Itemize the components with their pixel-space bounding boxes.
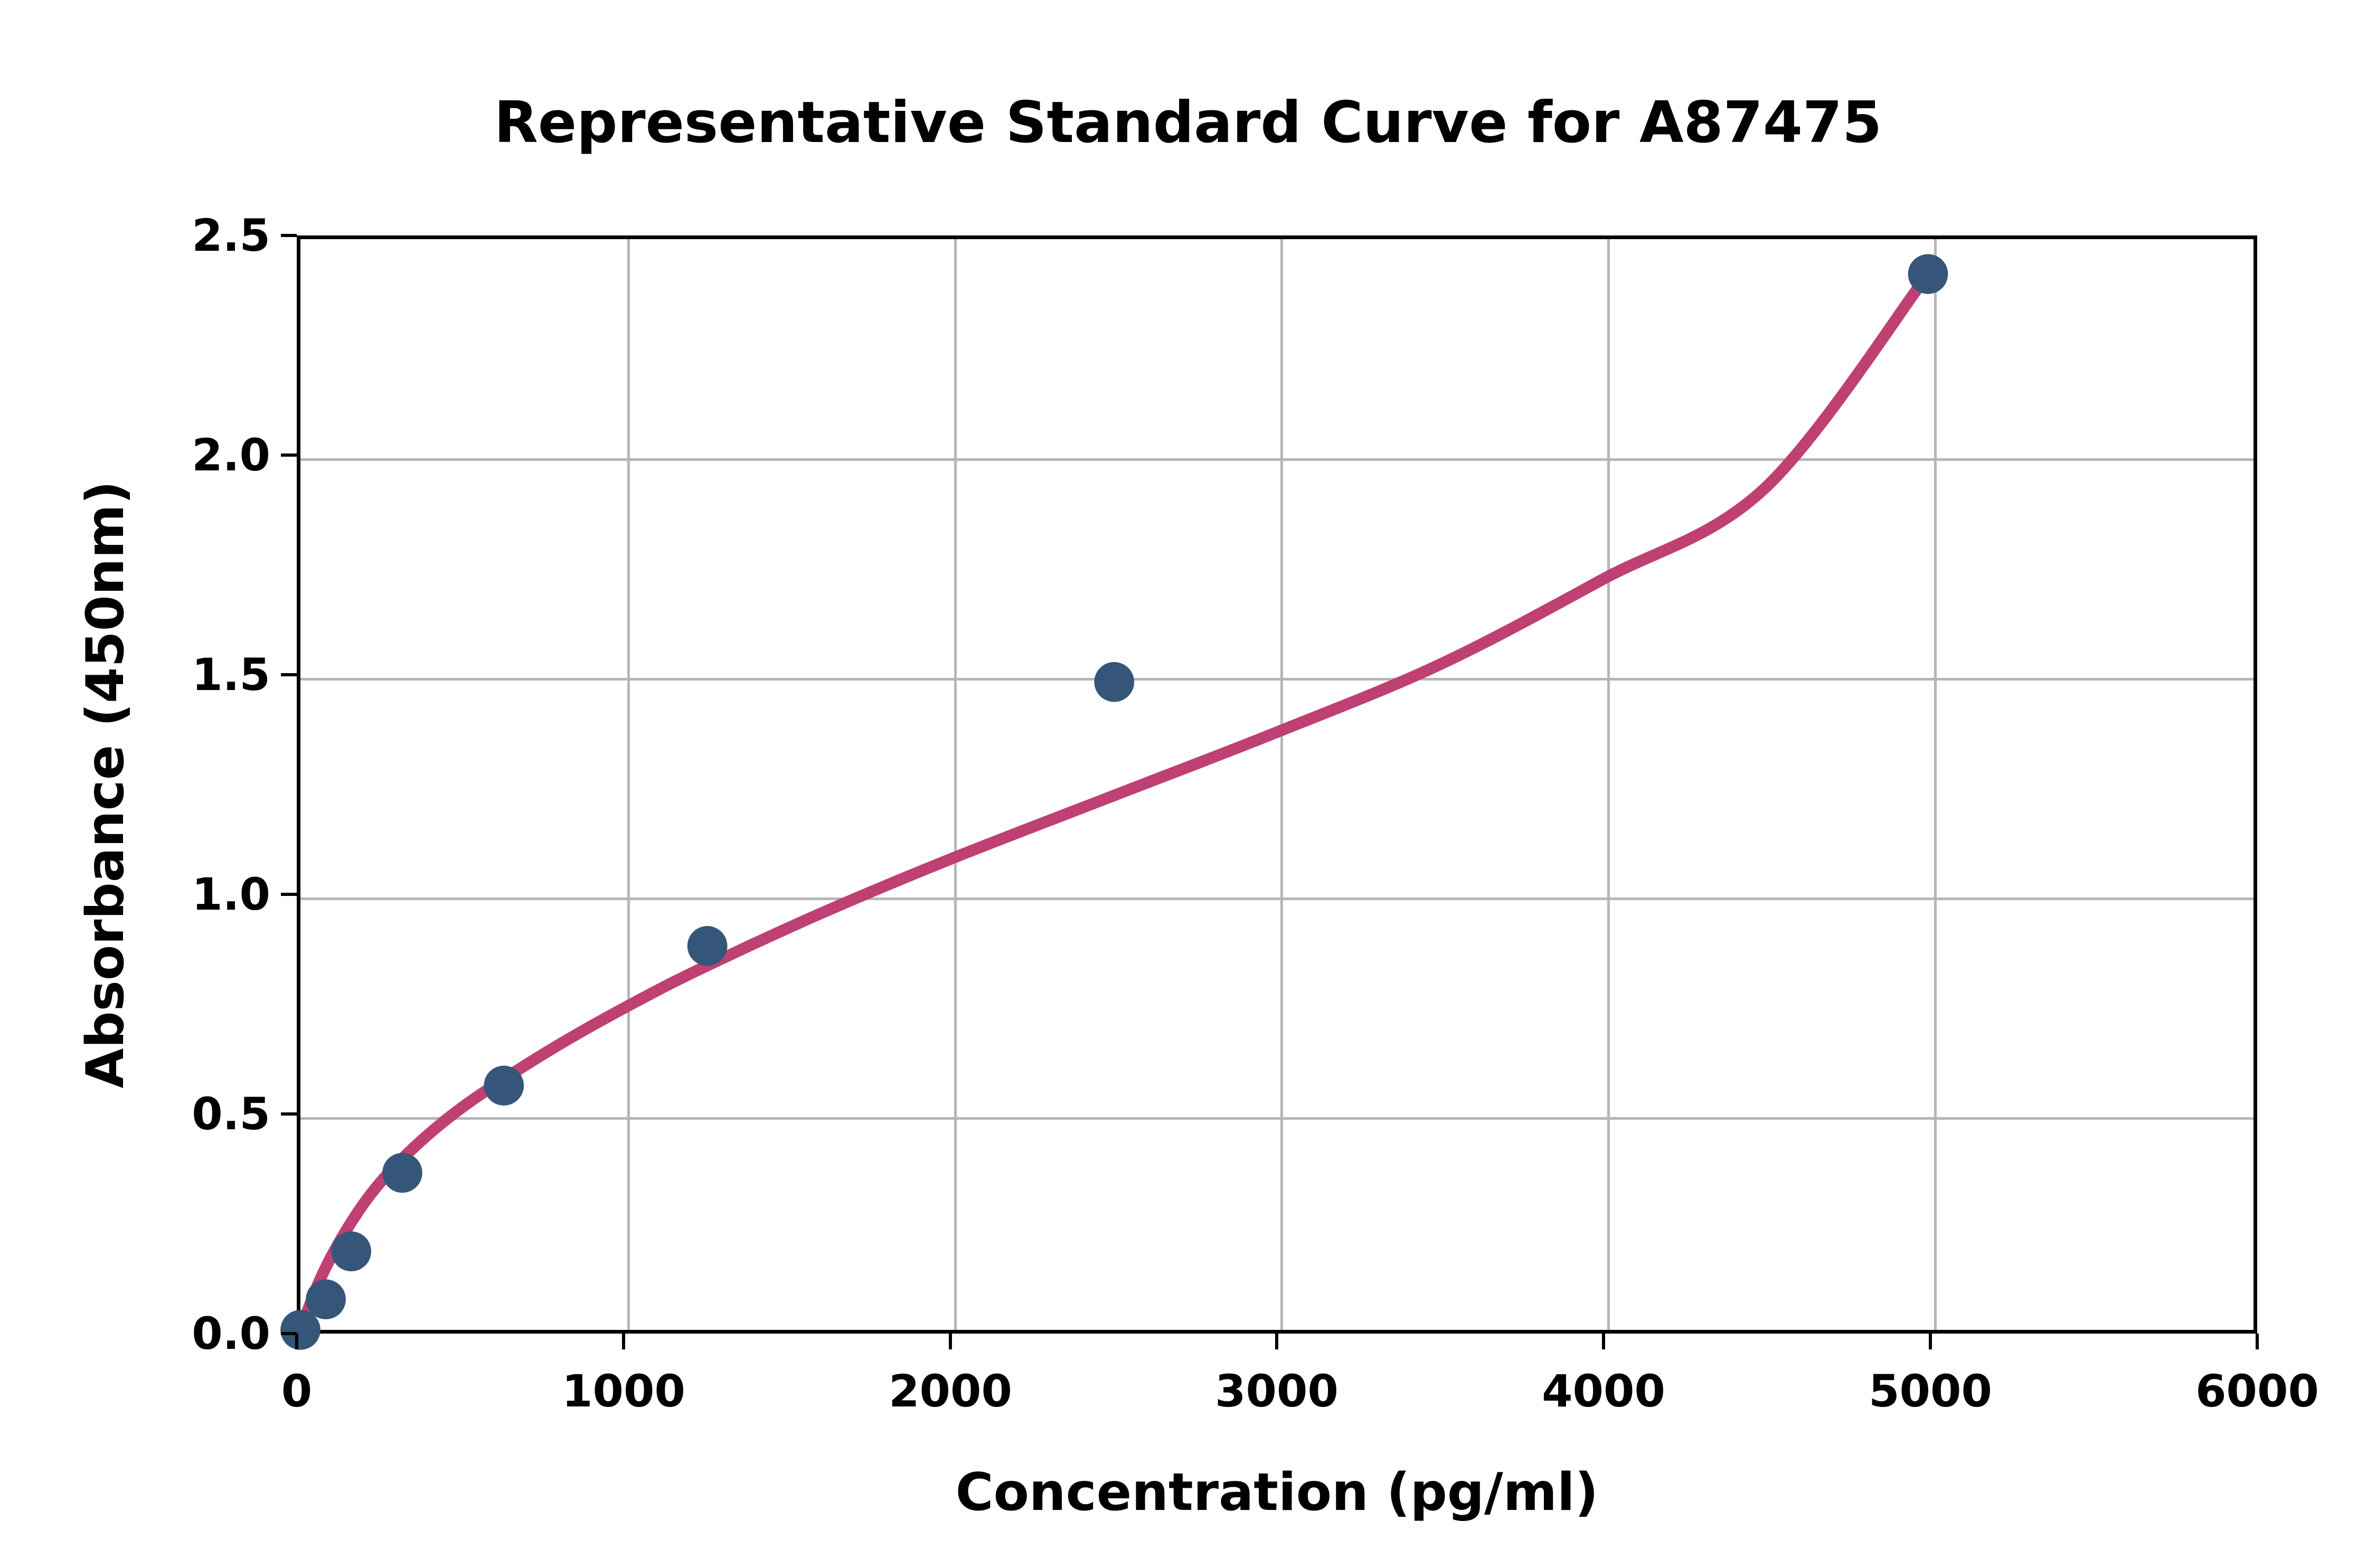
fit-curve-line: [295, 268, 1934, 1336]
gridline-vertical: [1280, 239, 1283, 1330]
y-tick-label: 1.5: [192, 649, 270, 701]
y-axis-tick: [281, 1112, 297, 1116]
x-axis-tick: [295, 1334, 298, 1349]
data-point-marker: [687, 926, 728, 966]
y-axis-tick: [281, 893, 297, 896]
y-axis-tick: [281, 454, 297, 457]
x-tick-label: 2000: [889, 1365, 1012, 1417]
x-axis-tick: [1275, 1334, 1278, 1349]
x-axis-tick: [1929, 1334, 1932, 1349]
x-axis-tick: [1602, 1334, 1605, 1349]
x-axis-label: Concentration (pg/ml): [955, 1462, 1599, 1523]
y-axis-tick: [281, 673, 297, 676]
y-tick-label: 0.5: [192, 1088, 270, 1140]
x-tick-label: 4000: [1542, 1365, 1665, 1417]
data-point-marker: [382, 1153, 422, 1193]
y-tick-label: 1.0: [192, 868, 270, 920]
data-point-marker: [484, 1065, 524, 1106]
gridline-horizontal: [300, 898, 2254, 900]
gridline-horizontal: [300, 1117, 2254, 1120]
y-axis-tick: [281, 1332, 297, 1335]
x-tick-label: 6000: [2195, 1365, 2319, 1417]
data-point-marker: [280, 1310, 320, 1350]
data-point-marker: [1094, 662, 1135, 702]
data-point-marker: [306, 1279, 346, 1319]
curve-and-points-svg: [280, 254, 1948, 1350]
chart-title: Representative Standard Curve for A87475: [494, 90, 1882, 156]
x-axis-tick: [2256, 1334, 2259, 1349]
x-axis-tick: [949, 1334, 952, 1349]
x-tick-label: 3000: [1215, 1365, 1338, 1417]
plot-area: [280, 235, 2257, 1350]
data-point-marker: [331, 1231, 372, 1271]
data-points-group: [280, 254, 1948, 1350]
x-tick-label: 5000: [1869, 1365, 1992, 1417]
gridline-vertical: [627, 239, 630, 1330]
y-tick-label: 0.0: [192, 1308, 270, 1359]
gridline-horizontal: [300, 678, 2254, 681]
y-tick-label: 2.5: [192, 210, 270, 261]
x-tick-label: 0: [281, 1365, 313, 1417]
gridline-vertical: [1607, 239, 1610, 1330]
gridline-vertical: [1934, 239, 1937, 1330]
y-axis-label: Absorbance (450nm): [76, 480, 136, 1089]
x-axis-tick: [622, 1334, 625, 1349]
y-tick-label: 2.0: [192, 429, 270, 481]
gridline-vertical: [954, 239, 957, 1330]
x-tick-label: 1000: [562, 1365, 685, 1417]
y-axis-tick: [281, 234, 297, 237]
gridline-horizontal: [300, 458, 2254, 461]
data-point-marker: [1908, 254, 1948, 294]
